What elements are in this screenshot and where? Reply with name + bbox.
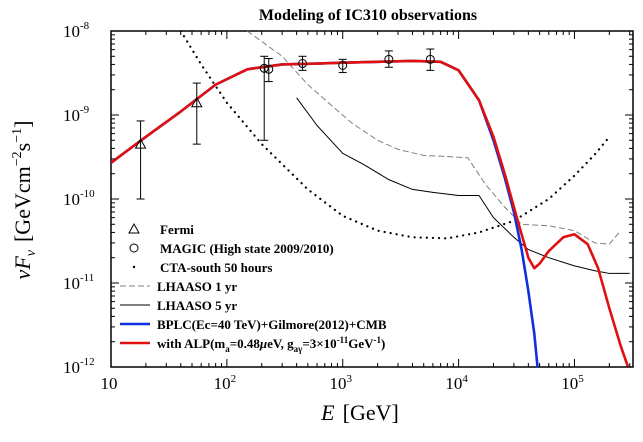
x-tick-label: 104 [445,373,468,393]
svg-text:E[GeV]: E [GeV] [320,400,399,425]
legend-label: Fermi [160,222,194,237]
x-axis-label: E [GeV] [320,400,399,425]
y-axis-label: νFν[GeVcm−2s−1] [10,121,39,280]
x-tick-label: 103 [329,373,352,393]
legend-label: with ALP(ma=0.48μeV, gaγ=3×10-11GeV-1) [157,335,385,354]
x-tick-label: 10 [101,374,118,393]
series-line-lhaaso-1 [246,31,621,245]
magic-point [338,60,348,70]
chart-title: Modeling of IC310 observations [259,7,477,24]
magic-point [298,59,308,69]
fermi-point [190,96,203,108]
data-points [134,48,435,200]
y-tick-label: 10-12 [63,356,95,377]
legend-label: LHAASO 5 yr [157,298,237,313]
magic-point [425,54,435,64]
y-tick-label: 10-8 [63,20,90,41]
tick-labels: 10 102 103 104 105 10-12 10-11 10-10 10-9 10-8 [63,20,584,393]
legend-label: MAGIC (High state 2009/2010) [160,241,334,256]
magic-point [259,63,269,73]
legend-symbol-triangle [128,222,140,234]
legend: Fermi MAGIC (High state 2009/2010) CTA-sou… [120,222,387,354]
legend-symbol-dot [132,265,136,269]
legend-symbol-circle [129,243,139,253]
legend-label: LHAASO 1 yr [157,279,237,294]
y-tick-label: 10-11 [63,272,94,293]
magic-point [264,64,274,74]
plot-area [110,30,634,368]
series-line-cta-south [179,31,611,240]
x-tick-label: 105 [561,373,584,393]
legend-label: CTA-south 50 hours [160,260,272,275]
y-tick-label: 10-10 [63,188,95,209]
legend-label: BPLC(Ec=40 TeV)+Gilmore(2012)+CMB [157,317,387,332]
x-tick-label: 102 [214,373,237,393]
axis-ticks [110,30,633,368]
fermi-point [134,138,147,149]
series-line-lhaaso-5 [296,97,630,274]
y-tick-label: 10-9 [63,104,90,125]
svg-text:νFν[GeVcm−2s−1]: νFν[GeVcm−2s−1] [10,121,39,280]
magic-point [384,54,394,64]
series-line-with-alp [111,59,630,367]
